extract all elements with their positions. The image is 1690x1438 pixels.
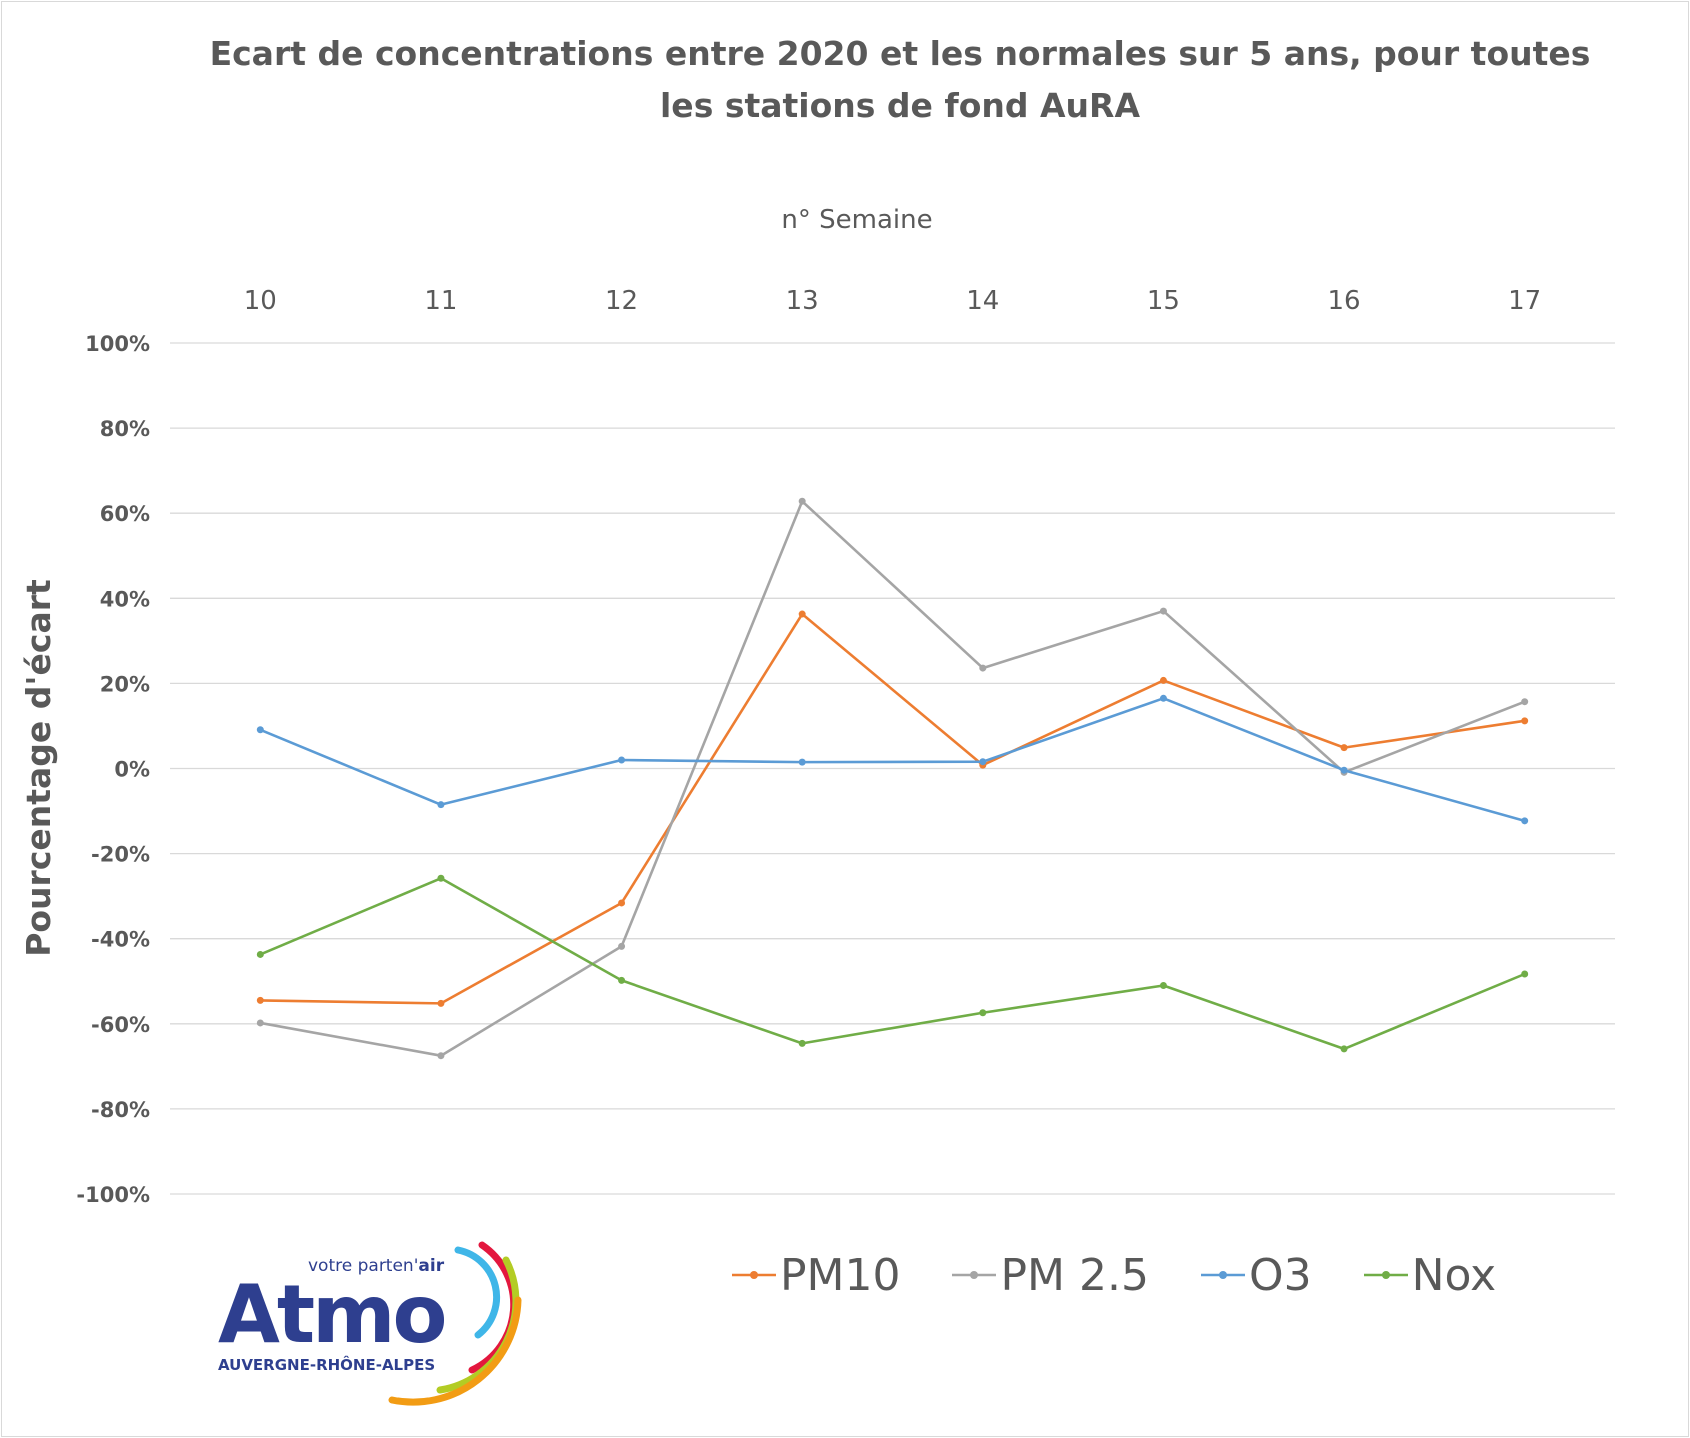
y-tick-label: -100% — [76, 1183, 150, 1207]
data-point-nox — [256, 950, 264, 958]
data-point-o3 — [798, 758, 806, 766]
y-tick-label: 100% — [85, 332, 150, 356]
series-pm-2-5 — [256, 497, 1529, 1060]
series-group — [256, 497, 1529, 1060]
y-axis-ticks: 100% 80% 60% 40% 20% 0% -20% -40% -60% -80% -100% — [76, 332, 150, 1207]
y-tick-label: -20% — [91, 843, 150, 867]
data-point-pm10 — [798, 610, 806, 618]
data-point-nox — [979, 1009, 987, 1017]
data-point-nox — [798, 1039, 806, 1047]
x-tick-label: 11 — [424, 286, 457, 316]
atmo-logo: votre parten'air Atmo AUVERGNE-RHÔNE-ALP… — [218, 1241, 522, 1406]
data-point-pm10 — [437, 999, 445, 1007]
y-tick-label: 0% — [114, 758, 150, 782]
y-tick-label: -80% — [91, 1098, 150, 1122]
chart-title: Ecart de concentrations entre 2020 et le… — [209, 34, 1591, 125]
logo-region: AUVERGNE-RHÔNE-ALPES — [218, 1355, 435, 1374]
logo-arc-green — [436, 1256, 520, 1394]
x-tick-label: 16 — [1328, 286, 1361, 316]
legend-label: PM10 — [780, 1249, 901, 1301]
data-point-pm10 — [1159, 676, 1167, 684]
data-point-o3 — [979, 758, 987, 766]
series-pm10 — [256, 610, 1529, 1007]
logo-wordmark: Atmo — [218, 1268, 445, 1361]
data-point-pm10 — [256, 996, 264, 1004]
data-point-nox — [1340, 1045, 1348, 1053]
data-point-pm-2-5 — [979, 664, 987, 672]
x-tick-label: 10 — [244, 286, 277, 316]
x-tick-label: 12 — [605, 286, 638, 316]
logo-tagline: votre parten'air — [308, 1256, 445, 1276]
legend-swatch — [952, 1271, 997, 1279]
series-o3 — [256, 694, 1529, 825]
y-axis-title: Pourcentage d'écart — [19, 579, 58, 957]
data-point-nox — [618, 976, 626, 984]
data-point-o3 — [618, 756, 626, 764]
legend-swatch — [1200, 1271, 1245, 1279]
data-point-pm10 — [618, 899, 626, 907]
series-line-pm-2-5 — [260, 499, 1526, 1058]
y-tick-label: 40% — [100, 587, 150, 611]
x-axis-ticks: 10 11 12 13 14 15 16 17 — [244, 286, 1541, 316]
data-point-pm10 — [1340, 744, 1348, 752]
x-tick-label: 17 — [1508, 286, 1541, 316]
y-tick-label: -40% — [91, 928, 150, 952]
data-point-o3 — [256, 726, 264, 734]
y-tick-label: -60% — [91, 1013, 150, 1037]
data-point-o3 — [1521, 817, 1529, 825]
data-point-o3 — [1159, 694, 1167, 702]
legend-label: O3 — [1248, 1249, 1312, 1301]
series-line-pm10 — [260, 612, 1525, 1005]
legend-item-nox: Nox — [1362, 1249, 1497, 1301]
data-point-nox — [1521, 970, 1529, 978]
x-axis-title: n° Semaine — [781, 205, 932, 235]
data-point-o3 — [1340, 766, 1348, 774]
x-tick-label: 14 — [966, 286, 999, 316]
data-point-pm-2-5 — [618, 942, 626, 950]
legend-item-o3: O3 — [1199, 1250, 1312, 1301]
legend-label: PM 2.5 — [1000, 1249, 1149, 1301]
legend-item-pm-2-5: PM 2.5 — [950, 1249, 1149, 1301]
x-tick-label: 15 — [1147, 286, 1180, 316]
x-tick-label: 13 — [786, 286, 819, 316]
legend-swatch — [732, 1271, 776, 1279]
data-point-o3 — [437, 801, 445, 809]
y-tick-label: 80% — [100, 417, 150, 441]
data-point-pm-2-5 — [256, 1019, 264, 1027]
data-point-pm-2-5 — [1521, 698, 1529, 706]
logo-arc-blue — [454, 1246, 501, 1339]
legend-swatch — [1363, 1271, 1408, 1279]
y-tick-label: 20% — [100, 672, 150, 696]
legend-label: Nox — [1411, 1249, 1497, 1301]
data-point-pm10 — [1521, 717, 1529, 725]
legend-item-pm10: PM10 — [730, 1250, 900, 1301]
gridlines — [170, 342, 1615, 1195]
y-tick-label: 60% — [100, 502, 150, 526]
series-line-o3 — [259, 696, 1526, 823]
data-point-pm-2-5 — [1159, 607, 1167, 615]
data-point-pm-2-5 — [798, 497, 806, 505]
legend: PM10 PM 2.5 O3 Nox — [730, 1245, 1546, 1305]
series-nox — [256, 874, 1529, 1053]
data-point-nox — [1159, 982, 1167, 990]
series-line-nox — [259, 876, 1526, 1051]
data-point-nox — [437, 874, 445, 882]
data-point-pm-2-5 — [437, 1052, 445, 1060]
logo-arc-orange — [388, 1296, 522, 1406]
